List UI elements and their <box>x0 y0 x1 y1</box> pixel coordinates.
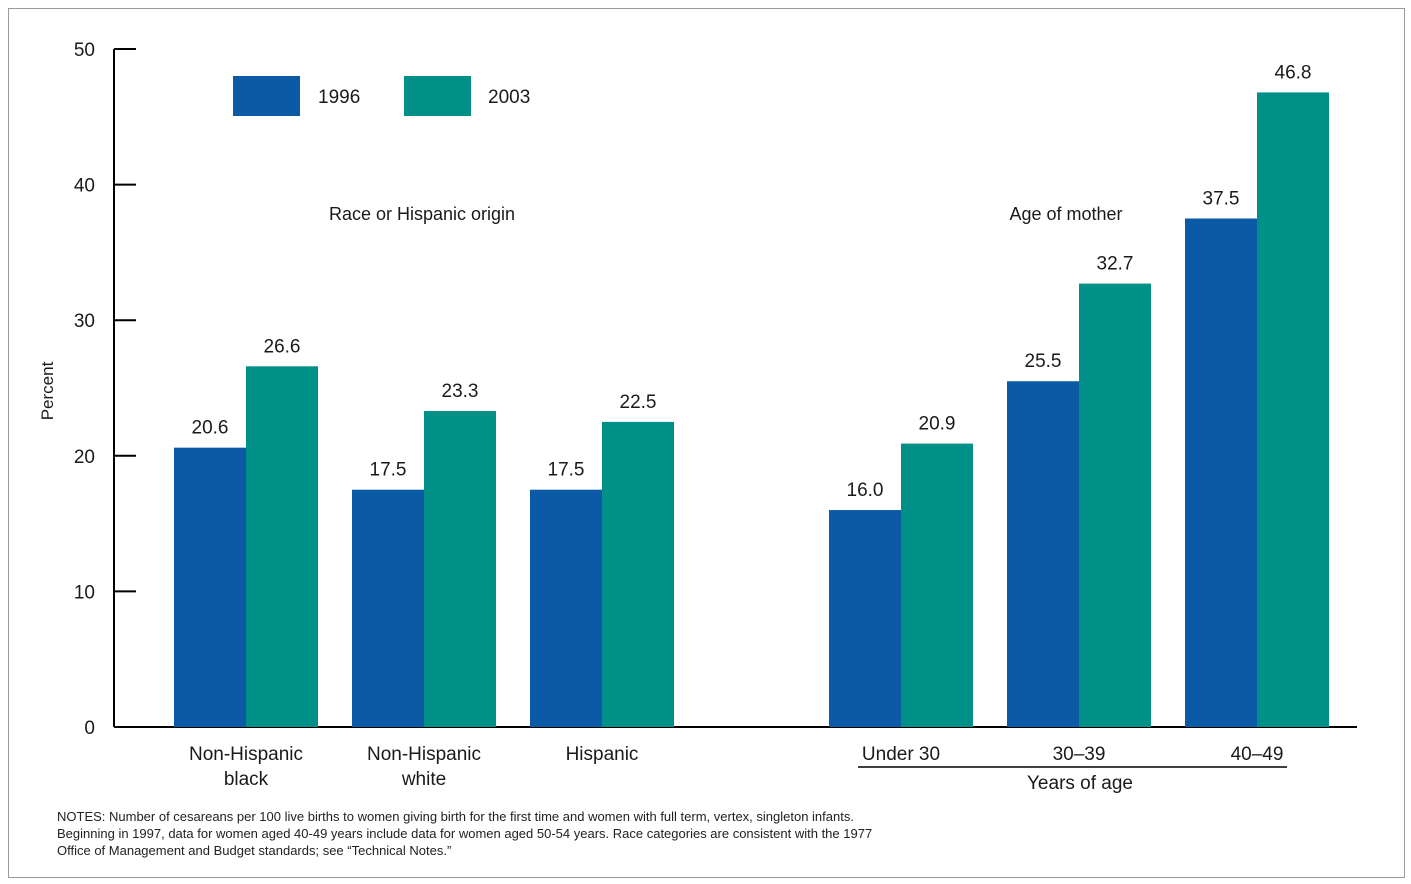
category-label: 30–39 <box>1053 744 1106 765</box>
y-tick-label: 10 <box>74 582 95 603</box>
y-tick-label: 20 <box>74 447 95 468</box>
bar-2003-4 <box>1079 283 1151 727</box>
data-label-1996-2: 17.5 <box>548 460 585 481</box>
age-axis-label: Years of age <box>1027 773 1133 794</box>
data-label-2003-4: 32.7 <box>1097 254 1134 275</box>
bar-1996-4 <box>1007 381 1079 727</box>
group-label-age: Age of mother <box>1009 204 1122 224</box>
y-tick-label: 50 <box>74 40 95 61</box>
data-label-1996-3: 16.0 <box>847 480 884 501</box>
notes-line-3: Office of Management and Budget standard… <box>57 843 452 858</box>
notes-line-1: NOTES: Number of cesareans per 100 live … <box>57 809 854 824</box>
data-label-1996-1: 17.5 <box>370 460 407 481</box>
bar-2003-1 <box>424 411 496 727</box>
legend-swatch-2003 <box>404 76 471 116</box>
chart-notes: NOTES: Number of cesareans per 100 live … <box>57 808 872 859</box>
data-label-2003-2: 22.5 <box>620 392 657 413</box>
bar-1996-5 <box>1185 218 1257 727</box>
bar-2003-0 <box>246 366 318 727</box>
group-label-race: Race or Hispanic origin <box>329 204 515 224</box>
data-label-2003-1: 23.3 <box>442 381 479 402</box>
y-tick-label: 30 <box>74 311 95 332</box>
chart-frame <box>8 8 1405 878</box>
bar-1996-0 <box>174 447 246 727</box>
y-axis-title: Percent <box>38 361 57 420</box>
data-label-1996-5: 37.5 <box>1203 189 1240 210</box>
legend-label-1996: 1996 <box>318 87 360 108</box>
category-label: Non-Hispanic <box>367 744 481 765</box>
data-label-2003-3: 20.9 <box>919 414 956 435</box>
bar-2003-3 <box>901 443 973 727</box>
legend-swatch-1996 <box>233 76 300 116</box>
bar-1996-1 <box>352 489 424 727</box>
y-tick-label: 0 <box>84 718 95 739</box>
category-label: Hispanic <box>566 744 639 765</box>
category-label: black <box>224 769 269 790</box>
notes-line-2: Beginning in 1997, data for women aged 4… <box>57 826 873 841</box>
bar-2003-5 <box>1257 92 1329 728</box>
bar-1996-2 <box>530 489 602 727</box>
data-label-1996-4: 25.5 <box>1025 351 1062 372</box>
category-label: Non-Hispanic <box>189 744 303 765</box>
category-label: white <box>401 769 446 790</box>
y-tick-label: 40 <box>74 176 95 197</box>
category-label: 40–49 <box>1231 744 1284 765</box>
data-label-1996-0: 20.6 <box>192 418 229 439</box>
bar-1996-3 <box>829 510 901 727</box>
category-label: Under 30 <box>862 744 940 765</box>
legend-label-2003: 2003 <box>488 87 530 108</box>
bar-2003-2 <box>602 421 674 727</box>
legend: 1996 2003 <box>233 76 530 116</box>
data-label-2003-0: 26.6 <box>264 336 301 357</box>
data-label-2003-5: 46.8 <box>1275 62 1312 83</box>
bar-chart: 0 10 20 30 40 50 20.6 17.5 17.5 16.0 25.5 37.5 26.6… <box>38 40 1357 794</box>
